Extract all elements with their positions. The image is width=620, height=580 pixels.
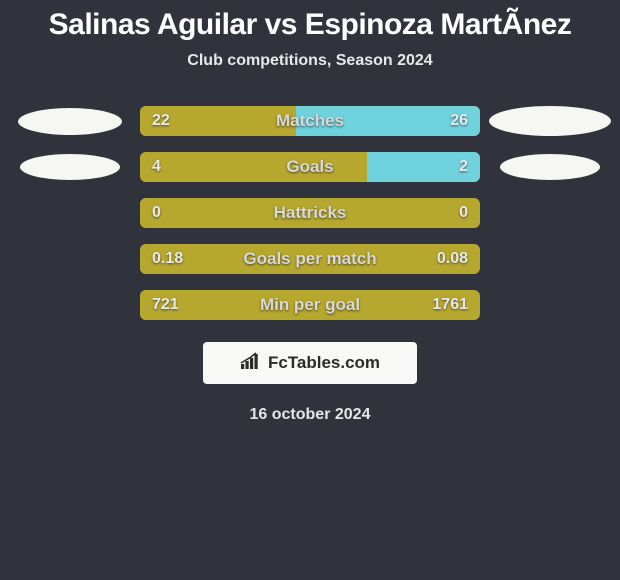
brand-badge: FcTables.com xyxy=(203,342,417,384)
player-chip-left xyxy=(0,106,140,136)
date-text: 16 october 2024 xyxy=(0,406,620,424)
stat-bar: 0.180.08Goals per match xyxy=(140,244,480,274)
stat-row: 00Hattricks xyxy=(0,198,620,228)
stat-label: Min per goal xyxy=(140,290,480,320)
stats-rows: 2226Matches 42Goals 00Hattricks 0.180.08Goa… xyxy=(0,106,620,320)
stat-bar: 2226Matches xyxy=(140,106,480,136)
stat-label: Goals per match xyxy=(140,244,480,274)
stat-bar: 42Goals xyxy=(140,152,480,182)
player-chip-right xyxy=(480,106,620,136)
stat-bar: 7211761Min per goal xyxy=(140,290,480,320)
page-title: Salinas Aguilar vs Espinoza MartÃ­nez xyxy=(0,0,620,42)
brand-text: FcTables.com xyxy=(268,353,380,373)
stat-row: 7211761Min per goal xyxy=(0,290,620,320)
player-chip-left xyxy=(0,152,140,182)
stat-label: Matches xyxy=(140,106,480,136)
stat-row: 2226Matches xyxy=(0,106,620,136)
stat-label: Hattricks xyxy=(140,198,480,228)
stat-bar: 00Hattricks xyxy=(140,198,480,228)
stat-row: 0.180.08Goals per match xyxy=(0,244,620,274)
subtitle: Club competitions, Season 2024 xyxy=(0,52,620,70)
player-chip-right xyxy=(480,152,620,182)
stat-row: 42Goals xyxy=(0,152,620,182)
brand-icon xyxy=(240,352,262,375)
stat-label: Goals xyxy=(140,152,480,182)
